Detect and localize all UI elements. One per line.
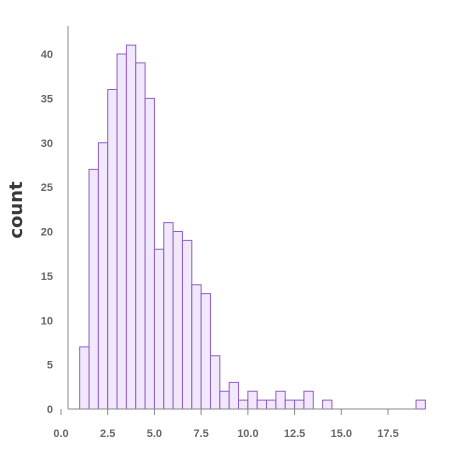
histogram-bar [247, 390, 258, 410]
x-tick-label: 5.0 [147, 428, 162, 440]
histogram-bar [284, 399, 296, 410]
histogram-bar [219, 390, 230, 410]
histogram-bar [322, 399, 333, 410]
y-tick-label: 30 [41, 138, 53, 150]
histogram-bar [88, 168, 99, 410]
histogram-bar [79, 346, 90, 410]
histogram-bar [144, 97, 155, 410]
histogram-bar [415, 399, 426, 410]
histogram-bar [97, 142, 109, 410]
y-tick-label: 25 [41, 182, 53, 194]
y-axis-title: count [6, 181, 27, 239]
histogram-bar [294, 399, 305, 410]
y-tick-label: 20 [41, 227, 53, 239]
histogram-bar [191, 284, 202, 410]
y-axis-ticks: 0 5 10 15 20 25 30 35 40 [41, 49, 53, 416]
histogram-bar [116, 53, 127, 410]
y-tick-label: 0 [47, 404, 53, 416]
histogram-bar [209, 355, 221, 410]
histogram-bar [107, 89, 118, 410]
x-tick-label: 2.5 [100, 428, 115, 440]
y-tick-label: 15 [41, 271, 53, 283]
y-tick-label: 40 [41, 49, 53, 61]
histogram-bar [256, 399, 268, 410]
histogram-bar [266, 399, 277, 410]
y-tick-label: 5 [47, 360, 53, 372]
x-tick-label: 15.0 [331, 428, 352, 440]
histogram-bar [228, 381, 240, 410]
x-tick-label: 0.0 [53, 428, 68, 440]
x-tick-label: 17.5 [377, 428, 398, 440]
histogram-bar [125, 44, 137, 410]
histogram-bar [303, 390, 314, 410]
x-tick-label: 12.5 [284, 428, 305, 440]
x-tick-label: 7.5 [193, 428, 208, 440]
x-axis-ticks: 0.0 2.5 5.0 7.5 10.0 12.5 15.0 17.5 [53, 409, 399, 440]
x-tick-label: 10.0 [237, 428, 258, 440]
y-tick-label: 35 [41, 93, 53, 105]
histogram-bar [153, 248, 165, 410]
histogram-bar [275, 390, 286, 410]
histogram-bar [181, 239, 193, 410]
bars-group [79, 44, 426, 410]
histogram-bar [135, 62, 146, 410]
histogram-bar [172, 231, 183, 410]
histogram-bar [238, 399, 249, 410]
y-tick-label: 10 [41, 315, 53, 327]
histogram-bar [163, 222, 174, 410]
histogram-bar [200, 293, 211, 410]
